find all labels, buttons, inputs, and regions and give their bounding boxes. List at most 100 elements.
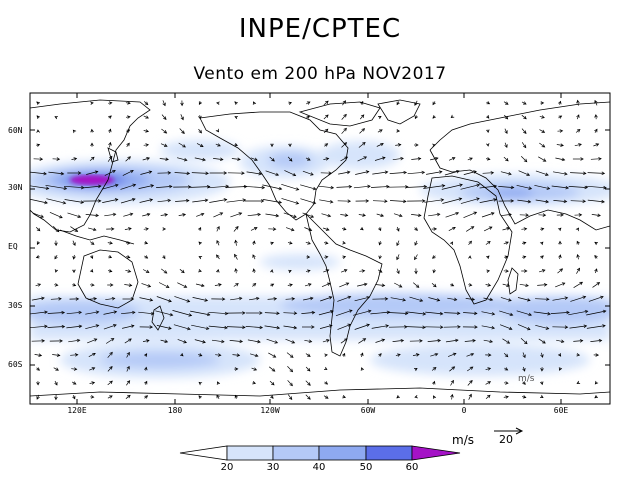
wind-arrow-head — [235, 225, 239, 230]
wind-arrow-head — [343, 127, 347, 132]
wind-arrow-head — [595, 353, 600, 357]
wind-arrow — [377, 129, 383, 133]
wind-arrow-head — [259, 311, 263, 315]
wind-arrow — [287, 156, 293, 162]
wind-arrow-head — [542, 213, 547, 217]
wind-arrow-head — [541, 144, 546, 148]
wind-arrow-head — [539, 241, 544, 246]
wind-arrow-head — [271, 158, 275, 162]
wind-arrow-head — [415, 143, 419, 147]
wind-arrow — [160, 214, 168, 216]
wind-arrow-head — [95, 324, 100, 328]
wind-arrow-head — [306, 368, 311, 372]
wind-arrow-head — [486, 101, 491, 105]
wind-arrow — [243, 185, 265, 189]
wind-arrow — [122, 325, 134, 329]
wind-arrow — [35, 283, 41, 287]
wind-arrow-head — [37, 283, 42, 287]
wind-arrow-head — [183, 157, 188, 162]
wind-arrow-head — [366, 296, 371, 300]
wind-arrow-head — [181, 130, 185, 135]
wind-arrow-head — [204, 198, 209, 203]
wind-arrow-head — [508, 298, 512, 302]
wind-arrow-head — [128, 227, 132, 231]
wind-arrow — [586, 325, 606, 329]
wind-arrow-head — [198, 241, 203, 245]
wind-arrow — [305, 380, 311, 386]
wind-arrow — [250, 227, 258, 231]
wind-arrow-head — [254, 353, 259, 358]
wind-arrow-head — [164, 339, 169, 343]
wind-arrow — [179, 128, 185, 134]
wind-arrow-head — [295, 201, 300, 205]
wind-arrow — [320, 296, 332, 302]
wind-arrow — [283, 212, 297, 218]
wind-arrow — [208, 325, 228, 329]
wind-arrow-head — [468, 240, 472, 245]
wind-arrow — [126, 352, 130, 358]
wind-arrow-head — [72, 242, 76, 246]
wind-arrow-head — [342, 227, 347, 231]
wind-arrow — [431, 367, 437, 371]
wind-arrow — [264, 325, 280, 329]
wind-arrow — [235, 240, 237, 246]
wind-arrow-head — [129, 212, 134, 217]
wind-arrow — [423, 185, 445, 189]
wind-arrow-head — [270, 241, 274, 246]
wind-arrow-head — [58, 297, 62, 301]
wind-arrow-head — [489, 339, 494, 344]
wind-arrow — [64, 199, 84, 203]
wind-arrow — [85, 324, 99, 330]
wind-arrow-head — [490, 171, 495, 175]
wind-arrow — [64, 185, 84, 189]
wind-arrow — [125, 156, 131, 162]
wind-arrow-head — [362, 142, 366, 146]
wind-arrow-head — [487, 394, 491, 399]
wind-arrow-head — [169, 184, 173, 189]
wind-arrow — [538, 269, 546, 273]
wind-arrow — [67, 212, 81, 218]
wind-arrow-head — [378, 269, 383, 273]
wind-arrow — [353, 310, 371, 316]
wind-arrow-head — [162, 102, 166, 107]
wind-arrow — [342, 100, 346, 106]
wind-arrow — [285, 338, 295, 344]
wind-arrow — [138, 185, 154, 189]
wind-arrow-head — [109, 283, 114, 287]
wind-arrow — [503, 241, 509, 245]
wind-arrow — [215, 354, 221, 356]
wind-arrow-head — [149, 325, 154, 329]
wind-arrow-head — [584, 185, 589, 190]
wind-arrow-head — [36, 115, 40, 119]
wind-arrow — [138, 311, 154, 315]
wind-arrow-head — [342, 352, 346, 357]
wind-arrow-head — [363, 156, 368, 160]
wind-arrow-head — [508, 172, 512, 176]
wind-arrow-head — [360, 114, 365, 118]
wind-arrow-head — [35, 255, 40, 259]
wind-arrow-head — [473, 170, 477, 174]
legend-level-50: 50 — [359, 462, 373, 473]
wind-arrow-head — [525, 283, 529, 288]
wind-arrow — [191, 324, 209, 330]
wind-arrow-head — [36, 241, 40, 245]
wind-arrow-head — [288, 158, 293, 162]
wind-arrow — [390, 297, 406, 301]
wind-arrow — [341, 142, 347, 148]
wind-arrow — [376, 143, 384, 147]
wind-arrow-head — [324, 255, 329, 259]
wind-arrow-head — [312, 186, 317, 191]
wind-arrow-head — [188, 313, 193, 317]
colorbar — [179, 445, 461, 461]
wind-arrow — [265, 170, 279, 176]
wind-arrow-head — [504, 255, 509, 259]
wind-arrow-head — [330, 185, 335, 190]
wind-arrow-head — [186, 171, 191, 176]
wind-arrow-head — [108, 101, 113, 105]
wind-arrow-head — [109, 351, 113, 356]
wind-arrow-head — [522, 255, 527, 259]
wind-arrow — [285, 227, 295, 231]
wind-arrow-head — [187, 326, 191, 331]
wind-arrow — [591, 214, 601, 216]
wind-arrow — [323, 114, 329, 120]
